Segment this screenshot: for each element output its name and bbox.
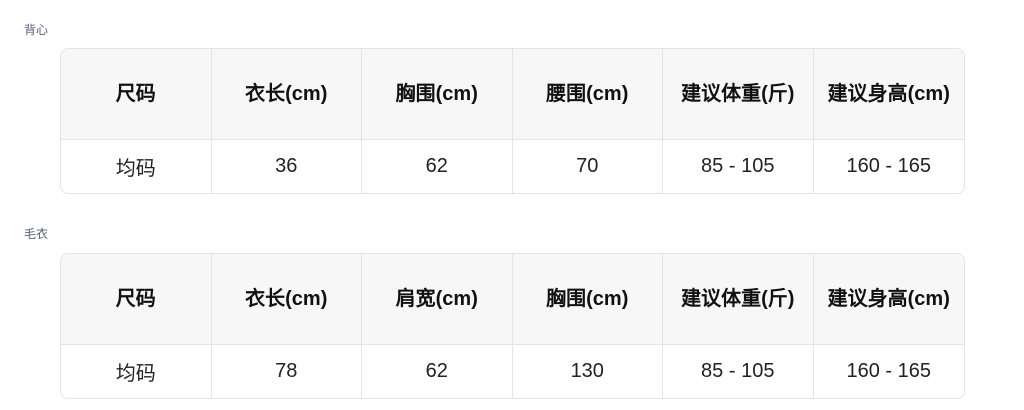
header-cell: 衣长(cm): [211, 254, 362, 345]
table-cell: 160 - 165: [846, 360, 931, 382]
header-cell: 衣长(cm): [211, 49, 362, 140]
header-cell: 建议身高(cm): [813, 49, 964, 140]
header-cell: 肩宽(cm): [362, 254, 513, 345]
table-cell: 160 - 165: [846, 155, 931, 177]
header-cell: 建议体重(斤): [663, 254, 814, 345]
table-header-row: 尺码 衣长(cm) 胸围(cm) 腰围(cm) 建议体重(斤) 建议身高(cm): [61, 49, 964, 140]
header-cell: 胸围(cm): [512, 254, 663, 345]
table-cell: 130: [513, 345, 663, 398]
table-cell: 均码: [61, 140, 212, 193]
table-cell: 70: [513, 140, 663, 193]
header-cell: 建议身高(cm): [813, 254, 964, 345]
size-table-sweater: 尺码 衣长(cm) 肩宽(cm) 胸围(cm) 建议体重(斤) 建议身高(cm)…: [60, 253, 965, 399]
table-row: 均码 36 62 70 85 - 105 160 - 165: [61, 140, 964, 193]
header-cell: 尺码: [61, 254, 212, 345]
table-cell: 62: [362, 140, 513, 193]
section-label-vest: 背心: [24, 23, 49, 37]
header-cell: 腰围(cm): [512, 49, 663, 140]
table-cell: 78: [212, 345, 362, 398]
table-cell: 均码: [61, 345, 212, 398]
table-cell: 62: [362, 345, 513, 398]
size-table-vest: 尺码 衣长(cm) 胸围(cm) 腰围(cm) 建议体重(斤) 建议身高(cm)…: [60, 48, 965, 194]
section-label-sweater: 毛衣: [24, 227, 49, 241]
header-cell: 建议体重(斤): [663, 49, 814, 140]
table-cell: 85 - 105: [663, 345, 814, 398]
header-cell: 尺码: [61, 49, 212, 140]
table-row: 均码 78 62 130 85 - 105 160 - 165: [61, 345, 964, 398]
header-cell: 胸围(cm): [362, 49, 513, 140]
table-cell: 36: [212, 140, 362, 193]
table-cell: 85 - 105: [663, 140, 814, 193]
table-header-row: 尺码 衣长(cm) 肩宽(cm) 胸围(cm) 建议体重(斤) 建议身高(cm): [61, 254, 964, 345]
